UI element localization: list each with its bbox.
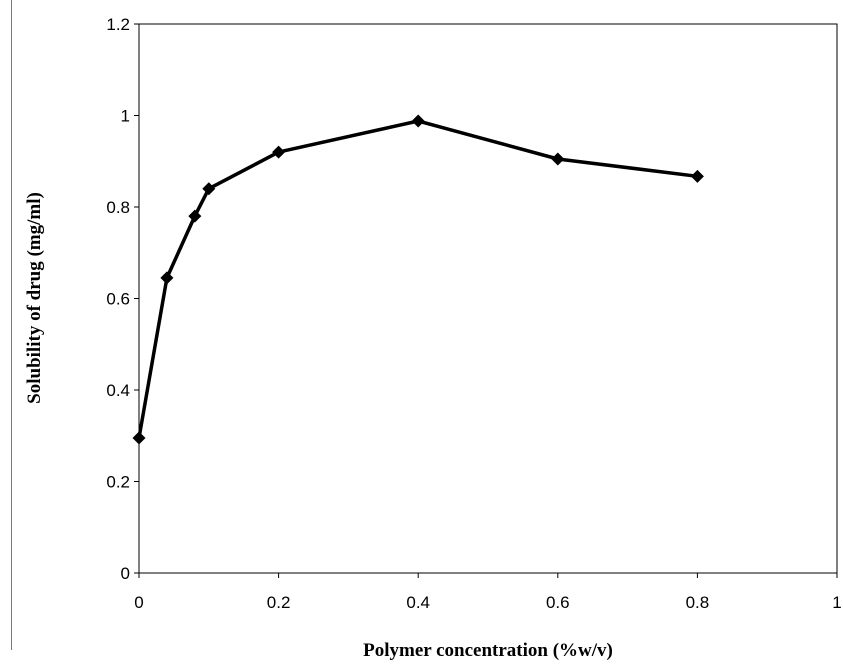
y-tick-label: 0: [121, 564, 130, 583]
x-tick-label: 0.4: [406, 593, 430, 612]
x-axis-title: Polymer concentration (%w/v): [363, 640, 613, 661]
x-tick-label: 0.6: [546, 593, 570, 612]
y-tick-label: 1.2: [106, 15, 130, 34]
ticks-layer: 0 0.2 0.4 0.6 0.8 1 1.2 0 0.2 0.4 0.6 0.8 1: [106, 15, 841, 612]
data-point-marker: [160, 271, 174, 285]
y-axis-title: Solubility of drug (mg/ml): [24, 192, 45, 404]
y-tick-label: 0.4: [106, 381, 130, 400]
data-point-marker: [690, 169, 704, 183]
x-tick-label: 0: [134, 593, 143, 612]
y-tick-label: 0.8: [106, 198, 130, 217]
data-point-marker: [202, 182, 216, 196]
y-tick-label: 0.6: [106, 290, 130, 309]
x-tick-label: 1: [832, 593, 841, 612]
data-point-marker: [411, 114, 425, 128]
data-point-marker: [132, 431, 146, 445]
data-point-marker: [272, 145, 286, 159]
x-tick-label: 0.2: [267, 593, 291, 612]
data-point-marker: [188, 209, 202, 223]
y-tick-label: 1: [121, 107, 130, 126]
page-border-line: [11, 0, 12, 650]
y-tick-label: 0.2: [106, 473, 130, 492]
series-layer: [132, 114, 704, 445]
x-tick-label: 0.8: [686, 593, 710, 612]
series-line: [137, 119, 698, 439]
plot-area: [138, 23, 838, 574]
data-point-marker: [551, 152, 565, 166]
